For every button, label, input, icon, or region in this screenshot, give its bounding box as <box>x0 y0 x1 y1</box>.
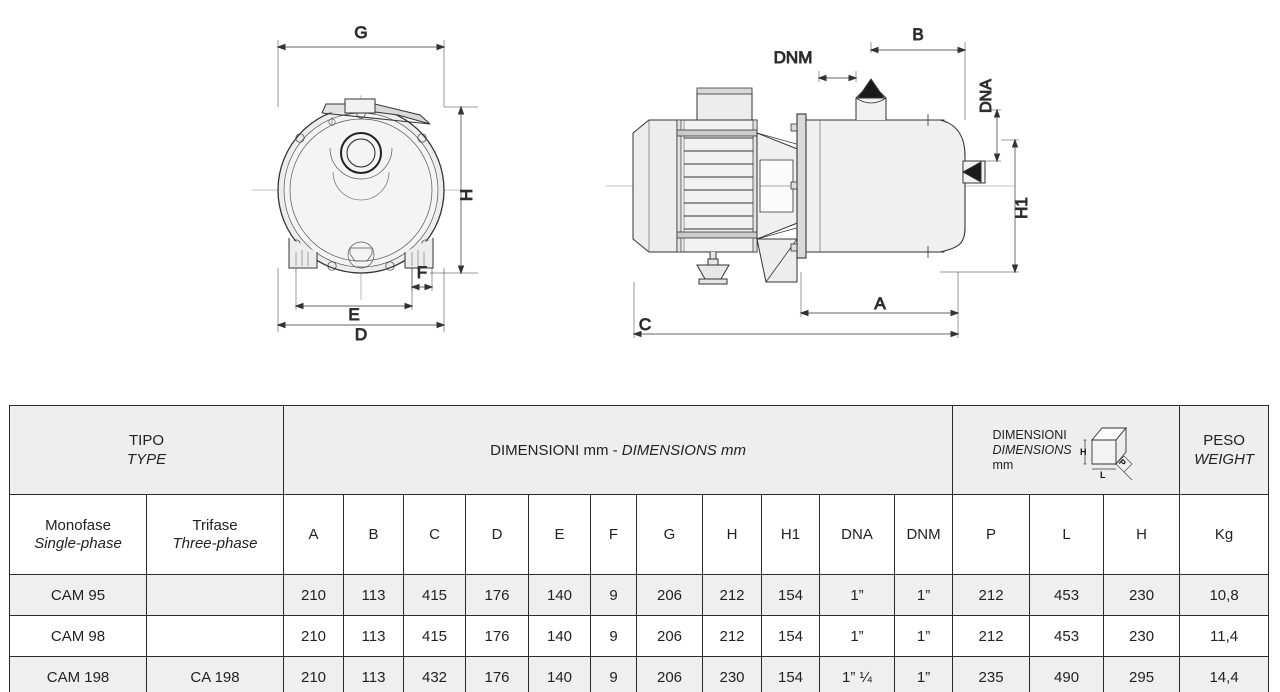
svg-text:E: E <box>348 305 359 324</box>
svg-text:D: D <box>355 325 367 344</box>
svg-text:L: L <box>1100 470 1106 480</box>
svg-text:G: G <box>354 23 367 42</box>
svg-text:DNA: DNA <box>978 79 995 113</box>
svg-text:A: A <box>874 294 886 313</box>
svg-text:DNM: DNM <box>774 48 813 67</box>
svg-text:H: H <box>457 189 476 201</box>
svg-text:C: C <box>639 315 651 334</box>
svg-text:B: B <box>912 25 923 44</box>
svg-text:H: H <box>1080 447 1087 457</box>
svg-text:F: F <box>417 263 427 282</box>
svg-text:H1: H1 <box>1012 197 1031 219</box>
